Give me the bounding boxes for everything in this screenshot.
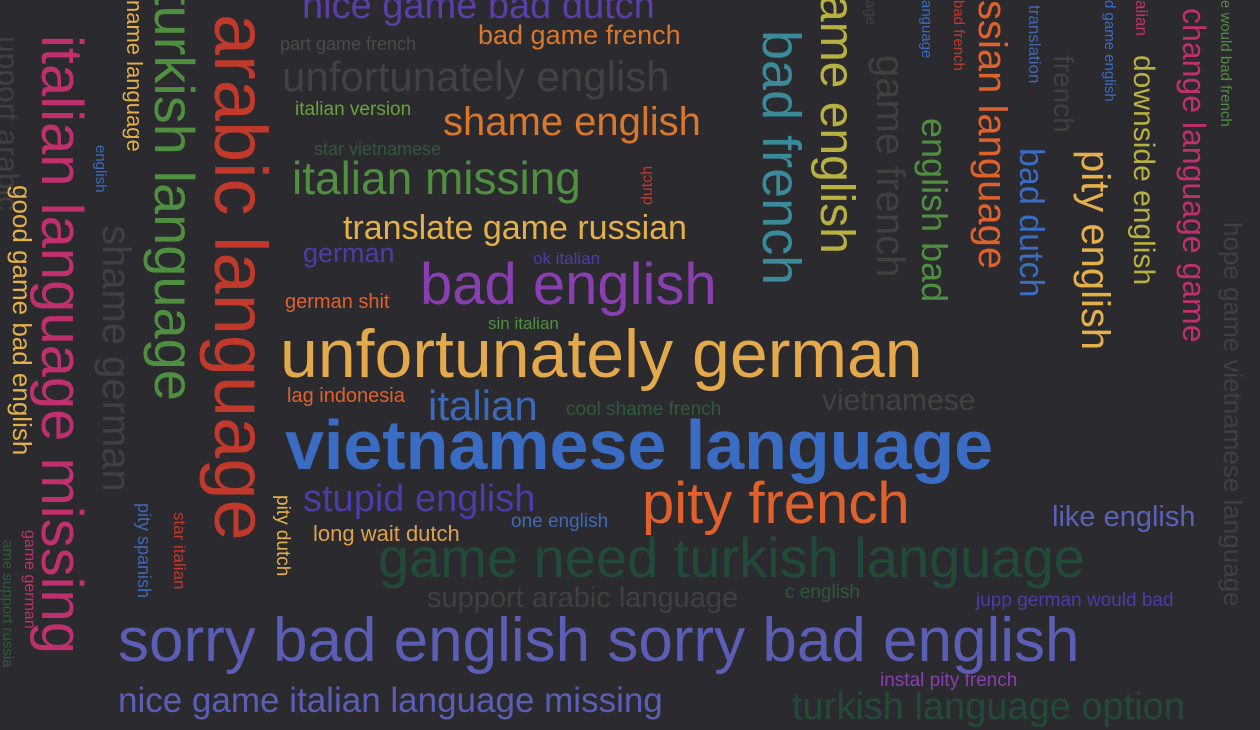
word: ssian language — [970, 0, 1014, 270]
word: english bad — [914, 118, 955, 303]
word: bad french — [950, 0, 967, 71]
word: ame english — [810, 0, 863, 254]
word: dutch — [639, 165, 656, 205]
word: bad english — [420, 252, 717, 317]
word: translate game russian — [343, 209, 687, 247]
word: cool shame french — [566, 399, 722, 420]
word: turkish language — [143, 0, 206, 401]
word: ok italian — [533, 249, 601, 268]
word: translation — [1025, 5, 1044, 84]
word: english — [92, 145, 109, 193]
word: nice game italian language missing — [118, 681, 663, 720]
word: part game french — [280, 34, 417, 54]
word: change language game — [1176, 8, 1212, 343]
word: bad dutch — [1012, 148, 1050, 298]
word: italian — [428, 382, 538, 429]
word: hope game vietnamese language — [1218, 222, 1248, 607]
word: e would bad french — [1217, 0, 1234, 127]
word: jupp german would bad — [976, 590, 1174, 611]
word: stupid english — [303, 478, 536, 520]
word: sorry bad english sorry bad english — [118, 606, 1080, 675]
word: game need turkish language — [378, 526, 1085, 589]
word: pity french — [642, 471, 910, 536]
word: age — [862, 0, 879, 26]
word: pity spanish — [134, 503, 154, 599]
word: vietnamese — [822, 384, 976, 417]
word: game german — [21, 530, 38, 629]
word: italian language missing — [29, 35, 94, 655]
word: bad game french — [478, 20, 681, 50]
word: one english — [511, 511, 609, 532]
word: italian missing — [292, 152, 581, 204]
word: downside english — [1127, 55, 1160, 286]
word: star italian — [170, 512, 189, 590]
word: pity dutch — [272, 495, 293, 577]
word: shame german — [94, 225, 138, 492]
word: shame english — [443, 100, 701, 144]
word: sin italian — [488, 314, 559, 333]
word: arabic language — [199, 14, 282, 541]
word: turkish language option — [792, 686, 1185, 728]
word: long wait dutch — [313, 521, 460, 546]
word: star vietnamese — [314, 139, 442, 159]
word: like english — [1052, 501, 1196, 533]
word: name language — [122, 0, 147, 152]
word: unfortunately german — [280, 316, 923, 392]
word: d game english — [1101, 0, 1118, 102]
word: instal pity french — [880, 670, 1018, 691]
word: c english — [785, 582, 860, 603]
word: french — [1048, 55, 1079, 133]
word: pity english — [1073, 150, 1117, 351]
word: support arabic language — [427, 582, 739, 614]
word: german — [303, 238, 395, 268]
word: alian — [1132, 0, 1151, 36]
word: german shit — [285, 291, 390, 313]
word: vietnamese language — [285, 406, 994, 484]
word: italian version — [295, 99, 412, 120]
word: anguage — [918, 0, 935, 59]
word: ame support russia — [0, 540, 16, 668]
word: game french — [868, 55, 912, 278]
word: lag indonesia — [287, 385, 405, 407]
word: bad french — [751, 30, 811, 286]
word: unfortunately english — [282, 53, 670, 100]
word: nice game bad dutch — [302, 0, 655, 27]
